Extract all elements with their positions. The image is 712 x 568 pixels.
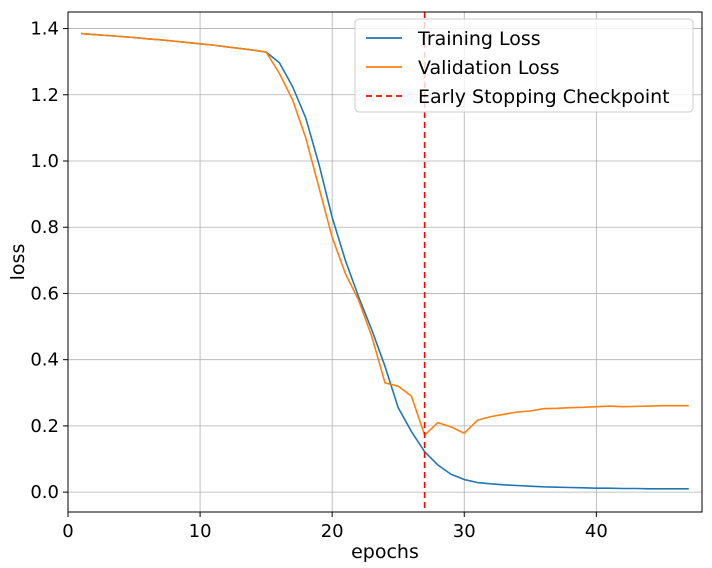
legend-entry: Validation Loss <box>418 57 560 79</box>
y-tick-label: 0.4 <box>30 350 59 371</box>
plot-frame <box>67 11 703 513</box>
y-tick-label: 1.2 <box>30 85 59 106</box>
y-axis-label: loss <box>7 244 29 281</box>
y-tick-label: 0.0 <box>30 482 59 503</box>
x-axis-label: epochs <box>351 541 419 563</box>
validation-loss-line <box>81 32 689 436</box>
y-tick-label: 0.6 <box>30 283 59 304</box>
x-tick-label: 20 <box>321 521 344 542</box>
legend-entry: Early Stopping Checkpoint <box>418 86 670 108</box>
y-tick-label: 0.2 <box>30 416 59 437</box>
x-tick-label: 30 <box>453 521 476 542</box>
legend: Training Loss Validation Loss Early Stoppi… <box>354 18 694 113</box>
y-tick-label: 1.0 <box>30 151 59 172</box>
legend-entry: Training Loss <box>417 28 541 50</box>
legend-box <box>354 18 694 113</box>
x-tick-label: 10 <box>189 521 212 542</box>
axis-ticks: 0 10 20 30 40 0.0 0.2 0.4 0.6 0.8 1.0 1.2 1.4 <box>30 19 607 542</box>
x-tick-label: 40 <box>585 521 608 542</box>
y-tick-label: 0.8 <box>30 217 59 238</box>
series-layer <box>81 32 689 490</box>
y-tick-label: 1.4 <box>30 19 59 40</box>
x-tick-label: 0 <box>62 521 73 542</box>
